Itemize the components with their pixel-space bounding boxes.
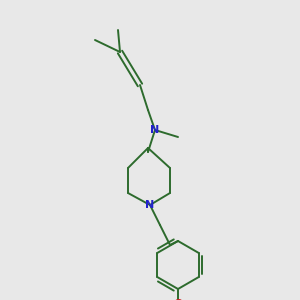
Text: N: N: [146, 200, 154, 210]
Text: O: O: [173, 299, 183, 300]
Text: N: N: [150, 125, 160, 135]
